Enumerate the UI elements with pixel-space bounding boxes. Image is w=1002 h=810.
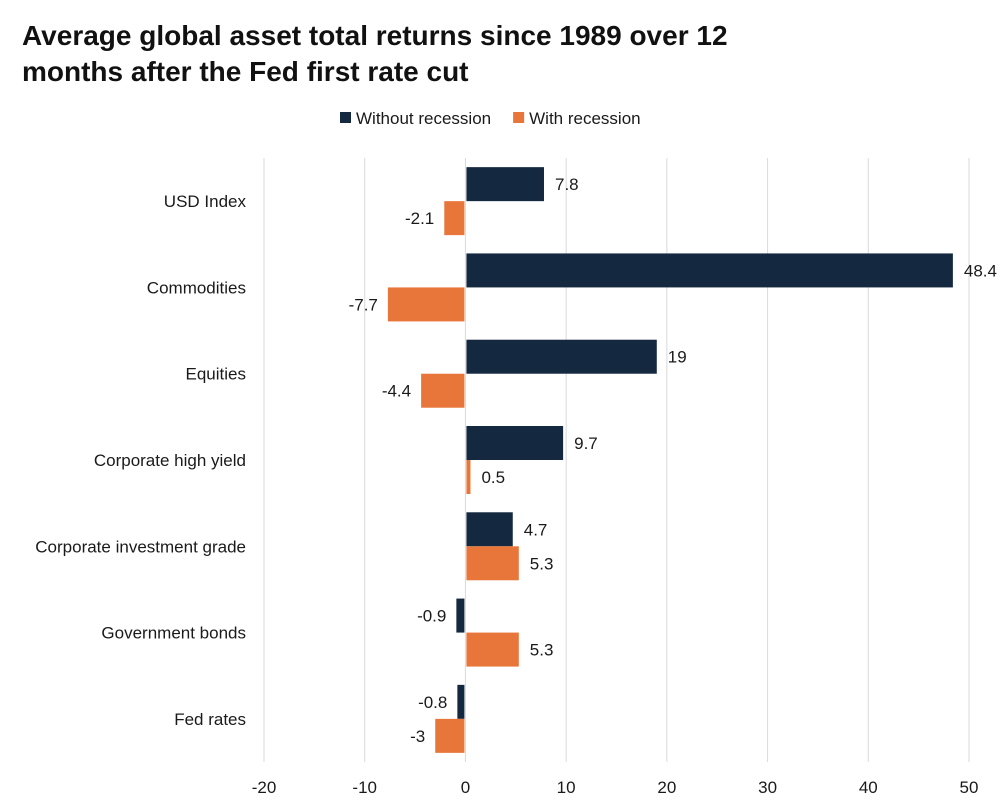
x-tick-label: -20 [252, 778, 277, 797]
data-label: -4.4 [382, 382, 411, 401]
bar-with-recession-government-bonds [466, 632, 519, 667]
category-label-corporate-high-yield: Corporate high yield [94, 451, 246, 470]
x-tick-label: 40 [859, 778, 878, 797]
chart-title-line-2: months after the Fed first rate cut [22, 56, 469, 87]
bar-with-recession-equities [421, 373, 465, 408]
chart-title-line-1: Average global asset total returns since… [22, 20, 728, 51]
legend-label-without-recession: Without recession [356, 109, 491, 128]
bars [387, 167, 953, 753]
legend-swatch-without-recession [340, 112, 351, 123]
bar-with-recession-usd-index [444, 201, 465, 236]
data-label: 9.7 [574, 434, 598, 453]
x-tick-label: -10 [352, 778, 377, 797]
data-label: -3 [410, 727, 425, 746]
bar-with-recession-corporate-high-yield [466, 460, 471, 494]
gridlines [263, 158, 970, 762]
data-label: 5.3 [530, 641, 554, 660]
bar-with-recession-corporate-investment-grade [466, 546, 519, 581]
category-label-usd-index: USD Index [164, 192, 247, 211]
data-label: 19 [668, 348, 687, 367]
category-label-corporate-investment-grade: Corporate investment grade [35, 537, 246, 556]
bar-without-recession-fed-rates [457, 684, 465, 719]
data-label: -2.1 [405, 209, 434, 228]
data-label: 5.3 [530, 554, 554, 573]
bar-without-recession-corporate-investment-grade [466, 512, 513, 547]
legend-label-with-recession: With recession [529, 109, 640, 128]
data-label: -0.9 [417, 607, 446, 626]
category-label-equities: Equities [186, 365, 246, 384]
x-tick-label: 20 [657, 778, 676, 797]
category-label-government-bonds: Government bonds [101, 624, 246, 643]
data-label: 7.8 [555, 175, 579, 194]
bar-with-recession-fed-rates [435, 718, 465, 753]
chart-title: Average global asset total returns since… [22, 18, 982, 90]
bar-without-recession-government-bonds [456, 598, 465, 633]
category-label-fed-rates: Fed rates [174, 710, 246, 729]
x-tick-label: 0 [461, 778, 470, 797]
bar-without-recession-commodities [466, 253, 953, 288]
category-label-commodities: Commodities [147, 278, 246, 297]
bar-with-recession-commodities [387, 287, 465, 322]
data-label: 48.4 [964, 261, 997, 280]
data-label: -0.8 [418, 693, 447, 712]
legend: Without recession With recession [340, 109, 641, 128]
data-label: 4.7 [524, 520, 548, 539]
x-tick-label: 10 [557, 778, 576, 797]
x-tick-label: 50 [960, 778, 979, 797]
labels: -20 -10 0 10 20 30 40 50 USD Index 7.8 -2.1 Commodi… [35, 175, 997, 797]
data-label: 0.5 [481, 468, 505, 487]
x-tick-label: 30 [758, 778, 777, 797]
bar-without-recession-equities [466, 339, 657, 374]
bar-without-recession-usd-index [466, 167, 544, 202]
data-label: -7.7 [349, 295, 378, 314]
bar-without-recession-corporate-high-yield [466, 426, 564, 460]
legend-swatch-with-recession [513, 112, 525, 123]
